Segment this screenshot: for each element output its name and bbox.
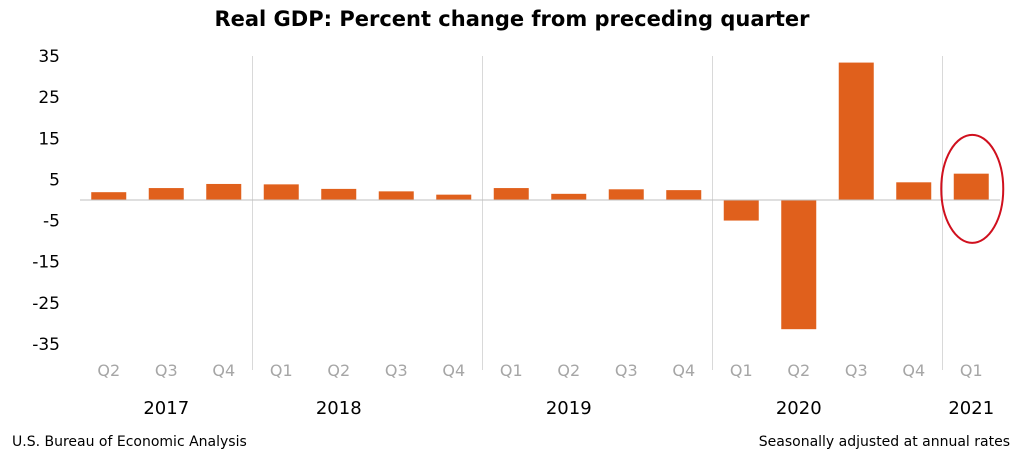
chart-title: Real GDP: Percent change from preceding … (214, 7, 810, 31)
y-tick-label: 35 (38, 47, 60, 67)
x-tick-label: Q2 (787, 361, 810, 380)
y-tick-label: 15 (38, 129, 60, 149)
y-tick-label: -25 (32, 294, 60, 314)
highlight-circle (940, 133, 1005, 244)
bar (666, 190, 702, 200)
bar (551, 193, 587, 200)
x-tick-label: Q2 (327, 361, 350, 380)
bar (263, 184, 299, 200)
bar (321, 188, 357, 200)
x-tick-label: Q4 (442, 361, 465, 380)
y-tick-label: 5 (49, 170, 60, 190)
seasonal-note: Seasonally adjusted at annual rates (759, 434, 1010, 450)
bars (91, 62, 989, 330)
bar (838, 62, 874, 200)
y-tick-label: -5 (43, 212, 60, 232)
bar (206, 183, 242, 200)
x-tick-label: Q1 (730, 361, 753, 380)
year-label: 2020 (776, 398, 822, 419)
year-label: 2021 (948, 398, 994, 419)
bar (608, 189, 644, 200)
bar (896, 182, 932, 200)
x-tick-label: Q1 (500, 361, 523, 380)
y-tick-label: -35 (32, 335, 60, 355)
x-tick-label: Q4 (212, 361, 235, 380)
x-tick-label: Q1 (960, 361, 983, 380)
source-note: U.S. Bureau of Economic Analysis (12, 434, 247, 450)
x-tick-label: Q4 (902, 361, 925, 380)
x-tick-label: Q3 (615, 361, 638, 380)
bar (723, 200, 759, 221)
x-axis: Q2 Q3 Q4 Q1 Q2 Q3 Q4 Q1 Q2 Q3 Q4 Q1 Q2 Q3 Q4 Q1 (97, 361, 982, 380)
bar (781, 200, 817, 330)
bar (91, 192, 127, 200)
y-tick-label: 25 (38, 88, 60, 108)
x-tick-label: Q2 (97, 361, 120, 380)
x-tick-label: Q2 (557, 361, 580, 380)
x-tick-label: Q3 (385, 361, 408, 380)
y-axis: 35 25 15 5 -5 -15 -25 -35 (32, 47, 60, 355)
year-labels: 2017 2018 2019 2020 2021 (143, 398, 994, 419)
bar (378, 191, 414, 200)
bar (953, 173, 989, 200)
x-tick-label: Q1 (270, 361, 293, 380)
bar (436, 194, 472, 200)
bar (493, 188, 529, 200)
x-tick-label: Q3 (155, 361, 178, 380)
x-tick-label: Q4 (672, 361, 695, 380)
year-label: 2019 (546, 398, 592, 419)
year-label: 2017 (143, 398, 189, 419)
year-separators (252, 56, 943, 370)
bar (148, 188, 184, 200)
year-label: 2018 (316, 398, 362, 419)
x-tick-label: Q3 (845, 361, 868, 380)
y-tick-label: -15 (32, 253, 60, 273)
